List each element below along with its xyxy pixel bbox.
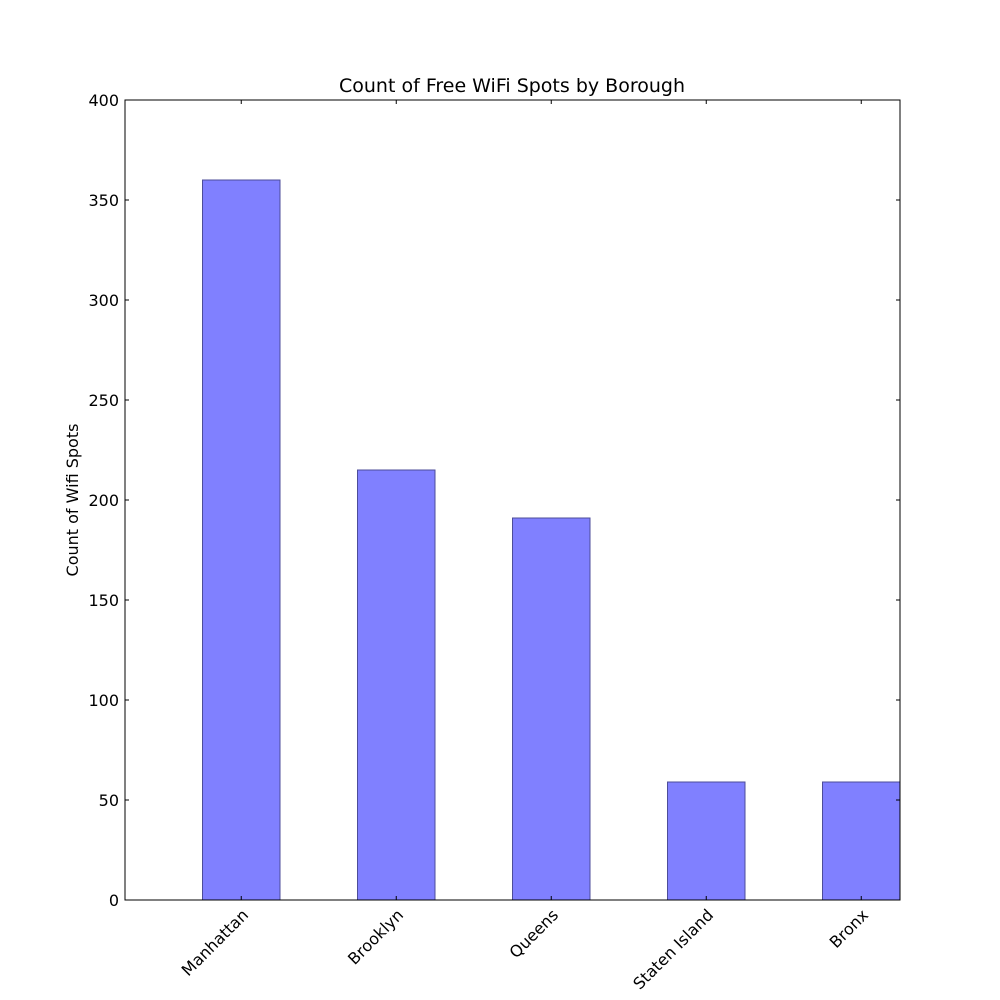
y-tick-label: 150 — [88, 591, 119, 610]
chart-title: Count of Free WiFi Spots by Borough — [339, 75, 685, 97]
bar-manhattan — [202, 179, 281, 901]
x-tick-label: Brooklyn — [344, 905, 407, 968]
bar-bronx — [822, 781, 901, 901]
bars-group — [202, 179, 901, 901]
x-tick-label: Bronx — [826, 905, 872, 951]
x-tick-label: Staten Island — [629, 905, 717, 993]
plot-frame — [124, 99, 901, 901]
bar-queens — [512, 517, 591, 901]
y-axis-ticks: 0 50 100 150 200 250 300 350 400 — [88, 91, 900, 910]
bar-staten-island — [667, 781, 746, 901]
y-tick-label: 200 — [88, 491, 119, 510]
y-tick-label: 350 — [88, 191, 119, 210]
y-tick-label: 100 — [88, 691, 119, 710]
y-tick-label: 300 — [88, 291, 119, 310]
y-axis-label: Count of Wifi Spots — [63, 424, 82, 577]
y-tick-label: 0 — [109, 891, 119, 910]
bar-brooklyn — [357, 469, 436, 901]
y-tick-label: 250 — [88, 391, 119, 410]
x-tick-label: Manhattan — [178, 905, 252, 979]
y-tick-label: 50 — [99, 791, 119, 810]
y-tick-label: 400 — [88, 91, 119, 110]
x-tick-label: Queens — [506, 905, 563, 962]
